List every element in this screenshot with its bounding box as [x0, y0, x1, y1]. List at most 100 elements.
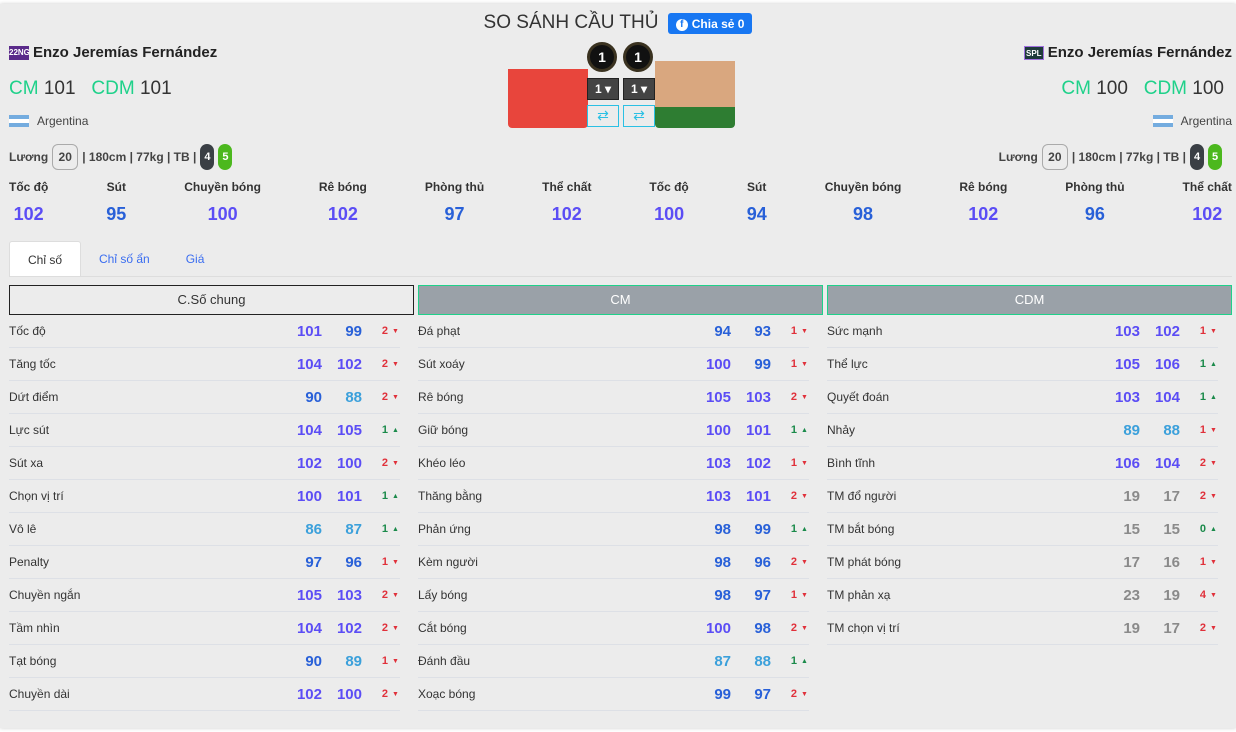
- summary-stat-left: Rê bóng 102: [319, 180, 367, 225]
- column-header-tab[interactable]: C.Số chung: [9, 285, 414, 315]
- position-ovr: 101: [139, 78, 172, 99]
- left-value: 100: [705, 355, 731, 373]
- stat-value: 94: [746, 204, 767, 224]
- stat-label: Thể chất: [1182, 180, 1232, 194]
- arrow-down-icon: ▼: [392, 657, 399, 665]
- stat-row: TM phát bóng 17 16 1 ▼: [827, 546, 1218, 579]
- right-value: 89: [345, 652, 362, 670]
- left-value: 102: [296, 454, 322, 472]
- difference: 2: [790, 688, 797, 700]
- difference: 1: [790, 655, 797, 667]
- column-header-tab[interactable]: CDM: [827, 285, 1232, 315]
- right-value: 88: [1163, 421, 1180, 439]
- stat-name: TM phản xạ: [827, 588, 891, 602]
- stat-column: CDM Sức mạnh 103 102 1 ▼ Thể lực 105 106 1 ▲ Quyết …: [827, 285, 1232, 645]
- upgrade-value: 1: [630, 82, 638, 96]
- stat-row: Sức mạnh 103 102 1 ▼: [827, 315, 1218, 348]
- difference: 1: [1199, 424, 1206, 436]
- position-ovr: 100: [1096, 78, 1128, 99]
- difference: 1: [1199, 358, 1206, 370]
- stat-name: Chuyền ngắn: [9, 588, 81, 602]
- stat-row: Tạt bóng 90 89 1 ▼: [9, 645, 400, 678]
- left-value: 106: [1114, 454, 1140, 472]
- stat-row: Dứt điểm 90 88 2 ▼: [9, 381, 400, 414]
- right-value: 88: [345, 388, 362, 406]
- right-player-name[interactable]: SPL Enzo Jeremías Fernández: [1023, 44, 1232, 61]
- right-value: 104: [1154, 388, 1180, 406]
- arrow-up-icon: ▲: [392, 492, 399, 500]
- summary-stat-left: Phòng thủ 97: [425, 180, 484, 225]
- stat-row: Thể lực 105 106 1 ▲: [827, 348, 1218, 381]
- left-player-name[interactable]: 22NG Enzo Jeremías Fernández: [9, 44, 217, 61]
- stat-row: Xoạc bóng 99 97 2 ▼: [418, 678, 809, 711]
- stat-column: C.Số chung Tốc độ 101 99 2 ▼ Tăng tốc 104 102 2 ▼ D…: [9, 285, 414, 711]
- stat-value: 102: [1192, 204, 1223, 224]
- stat-name: Nhảy: [827, 423, 856, 437]
- stat-row: Đá phạt 94 93 1 ▼: [418, 315, 809, 348]
- arrow-up-icon: ▲: [1210, 360, 1217, 368]
- right-value: 99: [754, 520, 771, 538]
- left-level-circle[interactable]: 1: [587, 42, 617, 72]
- stat-row: Penalty 97 96 1 ▼: [9, 546, 400, 579]
- stat-name: Quyết đoán: [827, 390, 890, 404]
- difference: 2: [381, 325, 388, 337]
- stat-name: Tốc độ: [9, 324, 46, 338]
- stat-row: Bình tĩnh 106 104 2 ▼: [827, 447, 1218, 480]
- right-nation: Argentina: [1152, 114, 1232, 128]
- title-text: SO SÁNH CẦU THỦ: [483, 12, 659, 33]
- weak-foot-icon: 4: [1190, 144, 1204, 170]
- arrow-down-icon: ▼: [801, 558, 808, 566]
- difference: 2: [1199, 622, 1206, 634]
- arrow-up-icon: ▲: [801, 525, 808, 533]
- stat-name: Penalty: [9, 555, 50, 569]
- swap-icon: ⇄: [633, 107, 645, 123]
- stat-row: TM đổ người 19 17 2 ▼: [827, 480, 1218, 513]
- left-value: 100: [296, 487, 322, 505]
- stat-row: Chọn vị trí 100 101 1 ▲: [9, 480, 400, 513]
- right-value: 101: [745, 421, 771, 439]
- right-swap-button[interactable]: ⇄: [623, 105, 655, 127]
- left-upgrade-dropdown[interactable]: 1 ▾: [587, 78, 619, 100]
- stat-name: TM phát bóng: [827, 555, 902, 569]
- argentina-flag-icon: [1152, 115, 1173, 127]
- difference: 2: [790, 556, 797, 568]
- right-upgrade-dropdown[interactable]: 1 ▾: [623, 78, 655, 100]
- stat-label: Sút: [106, 180, 126, 194]
- stat-name: Thể lực: [827, 357, 868, 371]
- difference: 2: [790, 391, 797, 403]
- arrow-down-icon: ▼: [801, 327, 808, 335]
- facebook-share-button[interactable]: f Chia sẻ 0: [667, 12, 753, 34]
- difference: 2: [790, 622, 797, 634]
- left-value: 98: [714, 586, 731, 604]
- tab-1[interactable]: Chỉ số ẩn: [99, 252, 150, 266]
- left-value: 87: [714, 652, 731, 670]
- stat-name: TM bắt bóng: [827, 522, 895, 536]
- right-value: 103: [336, 586, 362, 604]
- stat-name: Lấy bóng: [418, 588, 468, 602]
- difference: 2: [381, 622, 388, 634]
- tab-0[interactable]: Chỉ số: [9, 241, 82, 276]
- summary-stats: Tốc độ 102 Sút 95 Chuyền bóng 100 Rê bóng 102 Ph…: [9, 180, 1232, 225]
- left-value: 17: [1123, 553, 1140, 571]
- arrow-down-icon: ▼: [392, 327, 399, 335]
- stat-name: Phản ứng: [418, 522, 471, 536]
- difference: 1: [381, 655, 388, 667]
- stat-row: Phản ứng 98 99 1 ▲: [418, 513, 809, 546]
- column-header-tab[interactable]: CM: [418, 285, 823, 315]
- stat-label: Phòng thủ: [1065, 180, 1125, 194]
- tab-2[interactable]: Giá: [185, 252, 205, 266]
- right-level-circle[interactable]: 1: [623, 42, 653, 72]
- position-label: CDM: [1143, 78, 1188, 99]
- position-ovr: 101: [43, 78, 76, 99]
- upgrade-value: 1: [594, 82, 602, 96]
- stat-row: Chuyền dài 102 100 2 ▼: [9, 678, 400, 711]
- stat-name: Sút xoáy: [418, 357, 465, 371]
- right-value: 93: [754, 322, 771, 340]
- difference: 1: [381, 523, 388, 535]
- left-nation: Argentina: [9, 114, 88, 128]
- left-swap-button[interactable]: ⇄: [587, 105, 619, 127]
- stat-value: 95: [106, 204, 127, 224]
- arrow-down-icon: ▼: [1210, 558, 1217, 566]
